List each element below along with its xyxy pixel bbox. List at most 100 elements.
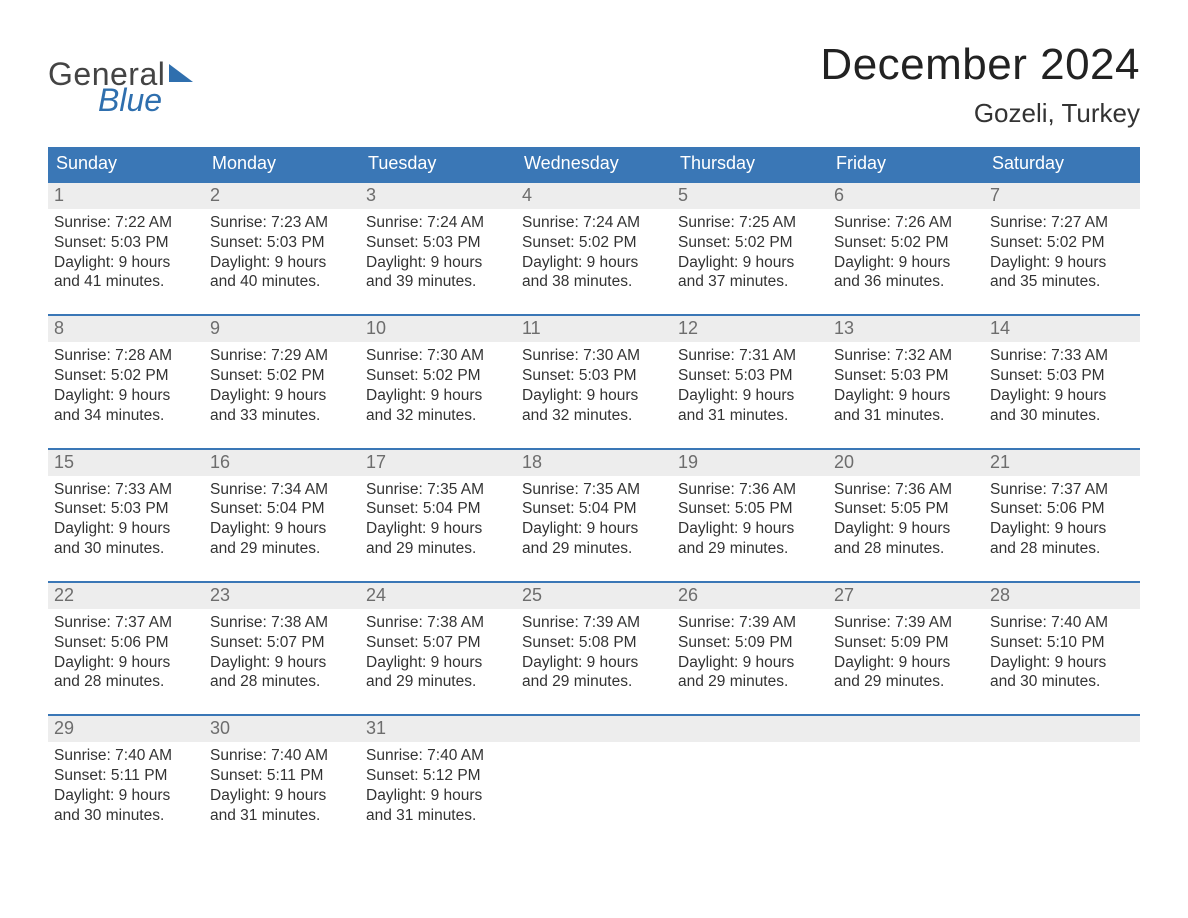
sunset-line: Sunset: 5:03 PM [54,233,198,253]
day-number: 10 [360,316,516,342]
day-number: 28 [984,583,1140,609]
day-number: 4 [516,183,672,209]
calendar-week: 1Sunrise: 7:22 AMSunset: 5:03 PMDaylight… [48,181,1140,300]
daylight-line-1: Daylight: 9 hours [54,653,198,673]
sunrise-line: Sunrise: 7:35 AM [522,480,666,500]
daylight-line-2: and 31 minutes. [678,406,822,426]
day-body: Sunrise: 7:35 AMSunset: 5:04 PMDaylight:… [360,476,516,559]
daylight-line-1: Daylight: 9 hours [366,519,510,539]
daylight-line-1: Daylight: 9 hours [522,386,666,406]
sunrise-line: Sunrise: 7:37 AM [990,480,1134,500]
sunrise-line: Sunrise: 7:27 AM [990,213,1134,233]
day-body: Sunrise: 7:37 AMSunset: 5:06 PMDaylight:… [48,609,204,692]
day-number: 3 [360,183,516,209]
calendar-day: 15Sunrise: 7:33 AMSunset: 5:03 PMDayligh… [48,450,204,567]
calendar-day: 28Sunrise: 7:40 AMSunset: 5:10 PMDayligh… [984,583,1140,700]
day-number: 20 [828,450,984,476]
calendar-day: 24Sunrise: 7:38 AMSunset: 5:07 PMDayligh… [360,583,516,700]
day-body: Sunrise: 7:32 AMSunset: 5:03 PMDaylight:… [828,342,984,425]
daylight-line-2: and 28 minutes. [834,539,978,559]
day-number: 14 [984,316,1140,342]
day-body: Sunrise: 7:36 AMSunset: 5:05 PMDaylight:… [672,476,828,559]
sunrise-line: Sunrise: 7:37 AM [54,613,198,633]
calendar-day: 10Sunrise: 7:30 AMSunset: 5:02 PMDayligh… [360,316,516,433]
daylight-line-1: Daylight: 9 hours [678,653,822,673]
day-number: 25 [516,583,672,609]
sunrise-line: Sunrise: 7:28 AM [54,346,198,366]
calendar-weeks: 1Sunrise: 7:22 AMSunset: 5:03 PMDaylight… [48,181,1140,834]
weekday-header: Friday [828,147,984,181]
calendar-week: 15Sunrise: 7:33 AMSunset: 5:03 PMDayligh… [48,448,1140,567]
day-number: 13 [828,316,984,342]
calendar-day: 3Sunrise: 7:24 AMSunset: 5:03 PMDaylight… [360,183,516,300]
day-number: 24 [360,583,516,609]
weekday-header: Saturday [984,147,1140,181]
day-body: Sunrise: 7:24 AMSunset: 5:03 PMDaylight:… [360,209,516,292]
day-number: . [516,716,672,742]
calendar-day: 23Sunrise: 7:38 AMSunset: 5:07 PMDayligh… [204,583,360,700]
daylight-line-2: and 40 minutes. [210,272,354,292]
day-body: Sunrise: 7:27 AMSunset: 5:02 PMDaylight:… [984,209,1140,292]
sunrise-line: Sunrise: 7:40 AM [54,746,198,766]
calendar-day: 27Sunrise: 7:39 AMSunset: 5:09 PMDayligh… [828,583,984,700]
daylight-line-1: Daylight: 9 hours [54,253,198,273]
day-number: 30 [204,716,360,742]
sunrise-line: Sunrise: 7:30 AM [522,346,666,366]
sunset-line: Sunset: 5:03 PM [522,366,666,386]
calendar-day: 19Sunrise: 7:36 AMSunset: 5:05 PMDayligh… [672,450,828,567]
calendar-day: 30Sunrise: 7:40 AMSunset: 5:11 PMDayligh… [204,716,360,833]
daylight-line-1: Daylight: 9 hours [366,253,510,273]
sunset-line: Sunset: 5:03 PM [834,366,978,386]
daylight-line-2: and 30 minutes. [54,539,198,559]
calendar-day: 16Sunrise: 7:34 AMSunset: 5:04 PMDayligh… [204,450,360,567]
sunset-line: Sunset: 5:02 PM [54,366,198,386]
daylight-line-2: and 29 minutes. [522,672,666,692]
daylight-line-1: Daylight: 9 hours [990,653,1134,673]
daylight-line-1: Daylight: 9 hours [366,786,510,806]
sunrise-line: Sunrise: 7:33 AM [54,480,198,500]
title-block: December 2024 Gozeli, Turkey [820,40,1140,143]
sunrise-line: Sunrise: 7:33 AM [990,346,1134,366]
day-body: Sunrise: 7:29 AMSunset: 5:02 PMDaylight:… [204,342,360,425]
day-number: . [828,716,984,742]
calendar-day: 14Sunrise: 7:33 AMSunset: 5:03 PMDayligh… [984,316,1140,433]
calendar-day-empty: . [828,716,984,833]
month-title: December 2024 [820,40,1140,90]
sunrise-line: Sunrise: 7:25 AM [678,213,822,233]
calendar-day: 13Sunrise: 7:32 AMSunset: 5:03 PMDayligh… [828,316,984,433]
day-number: . [984,716,1140,742]
day-number: 23 [204,583,360,609]
sunset-line: Sunset: 5:03 PM [678,366,822,386]
sunrise-line: Sunrise: 7:38 AM [366,613,510,633]
calendar-day: 29Sunrise: 7:40 AMSunset: 5:11 PMDayligh… [48,716,204,833]
day-number: 22 [48,583,204,609]
sunset-line: Sunset: 5:04 PM [210,499,354,519]
day-number: 15 [48,450,204,476]
daylight-line-1: Daylight: 9 hours [54,386,198,406]
sunset-line: Sunset: 5:09 PM [678,633,822,653]
day-number: 2 [204,183,360,209]
day-body: Sunrise: 7:33 AMSunset: 5:03 PMDaylight:… [984,342,1140,425]
day-body: Sunrise: 7:25 AMSunset: 5:02 PMDaylight:… [672,209,828,292]
daylight-line-1: Daylight: 9 hours [678,519,822,539]
sunset-line: Sunset: 5:02 PM [834,233,978,253]
daylight-line-2: and 41 minutes. [54,272,198,292]
calendar-day: 4Sunrise: 7:24 AMSunset: 5:02 PMDaylight… [516,183,672,300]
day-body: Sunrise: 7:37 AMSunset: 5:06 PMDaylight:… [984,476,1140,559]
daylight-line-1: Daylight: 9 hours [522,653,666,673]
day-body: Sunrise: 7:30 AMSunset: 5:03 PMDaylight:… [516,342,672,425]
sunset-line: Sunset: 5:11 PM [54,766,198,786]
sunrise-line: Sunrise: 7:39 AM [678,613,822,633]
day-body: Sunrise: 7:39 AMSunset: 5:09 PMDaylight:… [672,609,828,692]
calendar-day: 5Sunrise: 7:25 AMSunset: 5:02 PMDaylight… [672,183,828,300]
day-number: 11 [516,316,672,342]
day-body: Sunrise: 7:33 AMSunset: 5:03 PMDaylight:… [48,476,204,559]
day-body: Sunrise: 7:36 AMSunset: 5:05 PMDaylight:… [828,476,984,559]
daylight-line-1: Daylight: 9 hours [522,253,666,273]
daylight-line-1: Daylight: 9 hours [54,786,198,806]
sunset-line: Sunset: 5:02 PM [522,233,666,253]
sunrise-line: Sunrise: 7:40 AM [210,746,354,766]
calendar-day: 8Sunrise: 7:28 AMSunset: 5:02 PMDaylight… [48,316,204,433]
sunset-line: Sunset: 5:11 PM [210,766,354,786]
sunset-line: Sunset: 5:06 PM [54,633,198,653]
